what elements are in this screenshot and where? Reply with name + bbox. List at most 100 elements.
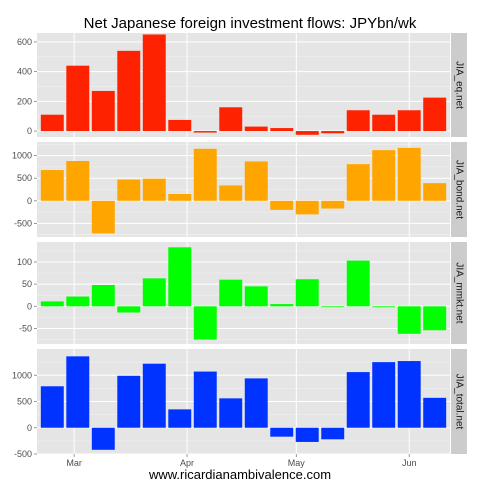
bar [168, 194, 192, 201]
facet-strip-label: JIA_eq.net [454, 61, 465, 109]
y-tick-label: 0 [27, 301, 32, 311]
panel-2: -500 0 500 1000 JIA_bond.net [12, 142, 467, 237]
panel-1: 0 200 400 600 JIA_eq.net [17, 33, 467, 137]
facet-strip [451, 242, 467, 344]
bar [397, 361, 421, 428]
bar [168, 119, 192, 132]
bar [142, 34, 166, 132]
bar [91, 90, 115, 132]
bar [142, 178, 166, 201]
y-tick-label: 500 [17, 397, 32, 407]
x-axis: Mar Apr May Jun [66, 454, 416, 468]
panel-4: -500 0 500 1000 JIA_total.net [12, 349, 467, 459]
y-tick-label: 100 [17, 257, 32, 267]
y-tick-label: 200 [17, 96, 32, 106]
bar [66, 356, 90, 428]
bar [244, 161, 268, 201]
y-tick-label: 500 [17, 173, 32, 183]
y-tick-label: 600 [17, 37, 32, 47]
chart-panels: 0200400600JIA_eq.net-50005001000JIA_bond… [12, 33, 467, 468]
bar [40, 301, 64, 307]
bar [321, 306, 345, 308]
bar [117, 179, 141, 201]
bar [117, 306, 141, 313]
bar [142, 278, 166, 307]
bar [40, 386, 64, 428]
bar [142, 363, 166, 428]
bar [321, 131, 345, 134]
bar [66, 296, 90, 307]
bar [270, 427, 294, 437]
bar [270, 304, 294, 307]
bar [193, 131, 217, 133]
y-tick-label: 50 [22, 279, 32, 289]
bar [91, 200, 115, 234]
bar [219, 107, 243, 132]
y-tick-label: 1000 [12, 151, 32, 161]
bar [168, 247, 192, 307]
y-tick-label: 0 [27, 423, 32, 433]
bar [397, 147, 421, 201]
footer-url: www.ricardianambivalence.com [148, 467, 331, 480]
bar [117, 50, 141, 132]
bar [219, 279, 243, 307]
bar [270, 200, 294, 210]
bar [372, 114, 396, 132]
bar [321, 427, 345, 440]
bar [117, 375, 141, 428]
bar [40, 114, 64, 132]
bar [219, 185, 243, 201]
facet-strip [451, 33, 467, 137]
bar [423, 306, 447, 331]
bar [244, 286, 268, 307]
chart-title: Net Japanese foreign investment flows: J… [84, 15, 417, 32]
bar [295, 427, 319, 442]
bar [423, 97, 447, 132]
bar [372, 362, 396, 428]
bar [244, 378, 268, 428]
bar [397, 306, 421, 334]
bar [40, 170, 64, 201]
x-tick-label: Jun [402, 458, 417, 468]
facet-strip-label: JIA_bond.net [454, 160, 465, 219]
bar [321, 200, 345, 209]
bar [219, 398, 243, 428]
y-tick-label: -500 [14, 449, 32, 459]
bar [91, 285, 115, 307]
panel-3: -50 0 50 100 JIA_mmkt.net [17, 242, 467, 344]
bar [346, 110, 370, 132]
bar [270, 128, 294, 132]
bar [346, 260, 370, 307]
facet-strip [451, 142, 467, 237]
bar [244, 126, 268, 132]
bar [397, 110, 421, 132]
x-tick-label: Mar [66, 458, 82, 468]
x-tick-label: May [288, 458, 306, 468]
y-tick-label: 400 [17, 67, 32, 77]
bar [66, 65, 90, 132]
y-tick-label: -50 [19, 323, 32, 333]
bar [91, 427, 115, 450]
facet-strip-label: JIA_total.net [454, 374, 465, 430]
bar [423, 183, 447, 201]
bar [372, 306, 396, 308]
facet-strip-label: JIA_mmkt.net [454, 262, 465, 323]
bar [193, 306, 217, 340]
bar [66, 161, 90, 201]
facet-strip [451, 349, 467, 454]
bar [295, 279, 319, 307]
bar [423, 397, 447, 428]
y-tick-label: 0 [27, 126, 32, 136]
y-tick-label: -500 [14, 218, 32, 228]
y-tick-label: 1000 [12, 370, 32, 380]
bar [168, 409, 192, 428]
bar [193, 148, 217, 201]
bar [193, 371, 217, 428]
bar [295, 131, 319, 135]
bar [346, 372, 370, 428]
x-tick-label: Apr [180, 458, 194, 468]
bar [372, 150, 396, 201]
bar [295, 200, 319, 215]
y-tick-label: 0 [27, 196, 32, 206]
